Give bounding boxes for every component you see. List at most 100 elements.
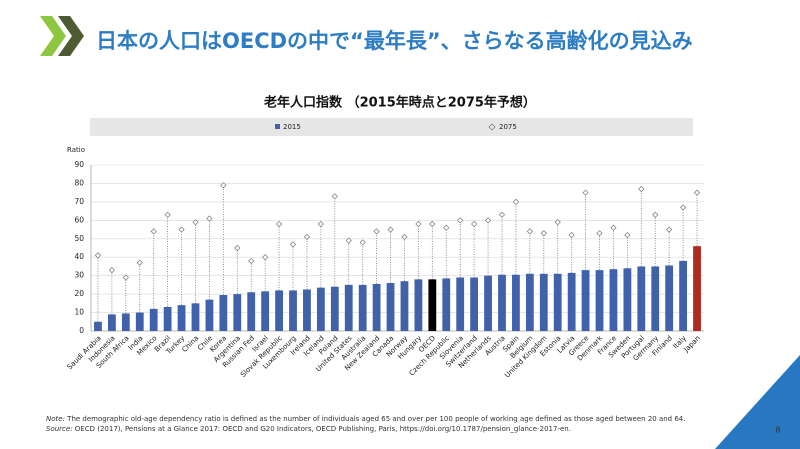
y-tick-label: 90 xyxy=(74,160,84,169)
bar xyxy=(135,312,144,331)
marker xyxy=(484,217,492,224)
bar xyxy=(581,270,590,331)
marker xyxy=(262,254,269,261)
bar xyxy=(372,283,381,331)
bar xyxy=(177,305,186,331)
marker xyxy=(554,219,561,226)
marker xyxy=(234,244,241,252)
marker xyxy=(610,224,617,231)
marker xyxy=(359,239,366,246)
bar xyxy=(400,281,409,331)
y-axis-label: Ratio xyxy=(67,146,85,154)
source-label: Source: xyxy=(46,425,73,433)
bar xyxy=(233,294,242,331)
marker xyxy=(568,231,575,239)
bar xyxy=(470,277,479,331)
marker xyxy=(512,198,520,205)
marker xyxy=(122,274,129,281)
bar xyxy=(219,295,228,331)
marker xyxy=(596,230,603,237)
bar xyxy=(498,274,506,331)
legend-label: 2075 xyxy=(499,123,517,131)
bar xyxy=(595,270,604,331)
y-tick-label: 60 xyxy=(74,215,84,224)
marker xyxy=(108,267,115,274)
source: Source: OECD (2017), Pensions at a Glanc… xyxy=(46,425,571,433)
y-tick-label: 40 xyxy=(74,252,84,261)
legend-band xyxy=(90,118,693,136)
bar xyxy=(567,272,576,331)
marker xyxy=(680,204,687,211)
y-tick-label: 80 xyxy=(74,178,84,187)
marker xyxy=(666,226,673,233)
source-text: OECD (2017), Pensions at a Glance 2017: … xyxy=(73,425,571,433)
bar xyxy=(442,278,451,331)
marker xyxy=(248,257,255,265)
marker xyxy=(164,211,171,218)
marker xyxy=(345,237,352,244)
marker xyxy=(443,224,450,231)
marker xyxy=(331,193,338,200)
marker xyxy=(693,189,701,196)
marker xyxy=(582,189,589,196)
bar xyxy=(247,292,256,331)
bar xyxy=(609,269,618,331)
y-tick-label: 10 xyxy=(74,308,84,317)
page-number: 8 xyxy=(775,426,780,435)
bar xyxy=(289,290,297,331)
legend-swatch xyxy=(275,124,280,129)
bar xyxy=(623,268,632,331)
bar xyxy=(275,290,283,331)
legend-label: 2015 xyxy=(283,123,301,131)
bar xyxy=(344,284,353,331)
marker xyxy=(289,241,297,248)
bar xyxy=(205,299,214,331)
marker xyxy=(498,211,506,218)
bar xyxy=(303,289,311,331)
marker xyxy=(638,185,645,193)
y-tick-label: 50 xyxy=(74,234,84,243)
bar xyxy=(107,314,116,331)
bar xyxy=(261,291,270,331)
bar xyxy=(330,286,339,331)
chart-title: 老年人口指数 （2015年時点と2075年予想） xyxy=(263,95,536,111)
bar xyxy=(149,308,158,331)
bar xyxy=(191,303,200,331)
bar xyxy=(94,321,102,331)
bar xyxy=(428,279,437,331)
note-label: Note: xyxy=(46,415,65,423)
bar xyxy=(539,273,548,331)
marker xyxy=(457,217,464,224)
marker xyxy=(220,182,227,189)
bar xyxy=(316,287,325,331)
bar xyxy=(679,260,688,331)
marker xyxy=(401,233,408,241)
bar xyxy=(358,284,367,331)
bar xyxy=(456,277,465,331)
marker xyxy=(526,228,533,235)
legend-swatch xyxy=(488,123,496,131)
bar xyxy=(386,283,395,331)
logo xyxy=(40,16,84,56)
bar xyxy=(525,273,534,331)
bar xyxy=(121,313,130,331)
marker xyxy=(303,233,311,241)
marker xyxy=(540,230,547,237)
bar xyxy=(637,266,646,331)
bar xyxy=(651,266,660,331)
marker xyxy=(429,220,436,228)
slide-title: 日本の人口はOECDの中で“最年長”、さらなる高齢化の見込み xyxy=(96,29,693,53)
marker xyxy=(415,220,422,228)
bar xyxy=(553,273,562,331)
marker xyxy=(317,220,324,228)
marker xyxy=(373,228,380,235)
marker xyxy=(150,228,157,235)
bar xyxy=(665,265,674,331)
note-text: The demographic old-age dependency ratio… xyxy=(65,415,686,423)
bar xyxy=(693,246,701,331)
marker xyxy=(471,220,478,228)
marker xyxy=(94,252,102,259)
bar xyxy=(414,279,423,331)
note: Note: The demographic old-age dependency… xyxy=(46,415,685,423)
